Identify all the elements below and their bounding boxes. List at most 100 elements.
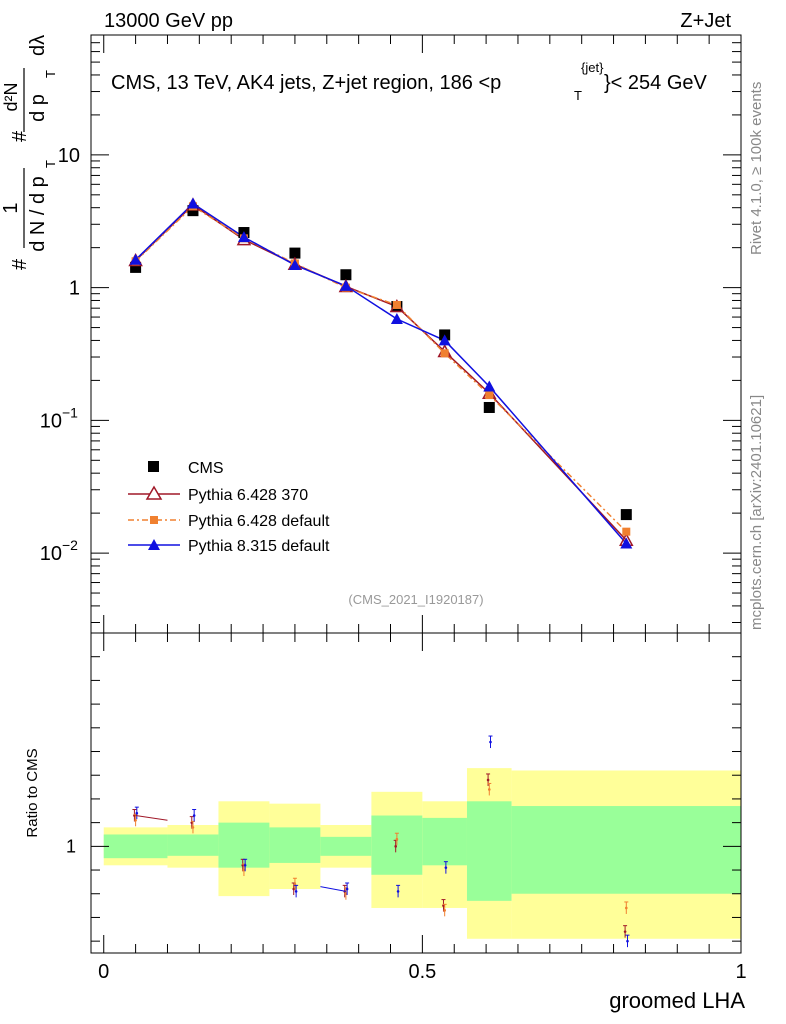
ratio-point <box>133 814 136 817</box>
ratio-connector <box>135 815 168 821</box>
rivet-label: Rivet 4.1.0, ≥ 100k events <box>748 82 765 255</box>
data-point-cms <box>130 261 142 273</box>
data-point-p8-default <box>620 537 633 549</box>
legend-label-p6-default: Pythia 6.428 default <box>188 513 330 530</box>
data-point-p8-default <box>288 259 301 271</box>
ratio-point <box>442 904 445 907</box>
ylabel-lambda: dλ <box>27 35 49 56</box>
data-point-p6-default <box>440 349 449 358</box>
legend-marker-cms <box>148 461 159 472</box>
data-point-p8-default <box>483 380 496 392</box>
mcplots-label: mcplots.cern.ch [arXiv:2401.10621] <box>748 395 765 630</box>
y-axis-label-main: # 1 d N / d p T # d²N d p T dλ <box>0 35 58 270</box>
title-sup: {jet} <box>581 60 604 75</box>
y-tick-label-exp: −2 <box>62 537 78 553</box>
ratio-point <box>241 863 245 867</box>
data-point-cms <box>340 269 352 281</box>
ratio-band-green <box>511 806 741 894</box>
title-tail: }< 254 GeV <box>604 72 708 94</box>
x-axis-label: groomed LHA <box>609 988 745 1013</box>
ratio-point <box>624 906 628 910</box>
ratio-band-green <box>269 827 321 863</box>
data-point-p6-default <box>622 527 631 536</box>
ratio-band-green <box>466 801 512 901</box>
ratio-point <box>345 887 349 891</box>
ratio-connector <box>320 886 346 892</box>
data-point-cms <box>483 401 495 413</box>
ylabel-frac1-num: 1 <box>0 202 22 213</box>
ylabel-sub-T1: T <box>43 160 58 168</box>
legend-marker-p6-default <box>150 516 158 524</box>
series-line-2 <box>135 205 627 533</box>
ratio-point <box>190 821 194 824</box>
data-point-cms <box>620 509 632 521</box>
y-tick-label-main: 10 <box>40 410 62 432</box>
ratio-point <box>191 826 195 829</box>
ratio-point <box>294 890 298 893</box>
legend-label-p6-370: Pythia 6.428 370 <box>188 487 308 504</box>
ratio-point <box>443 909 446 912</box>
ratio-band-green <box>320 836 372 856</box>
ratio-frame <box>90 632 742 954</box>
ratio-point <box>344 892 348 896</box>
ylabel-hash1: # <box>9 258 31 270</box>
y-tick-label-exp: −1 <box>62 404 78 420</box>
x-tick-labels: 0 0.5 1 <box>98 961 746 983</box>
title-sub: T <box>574 88 582 103</box>
ylabel-frac2-num: d²N <box>1 82 21 111</box>
ylabel-hash2: # <box>9 130 31 142</box>
ratio-point <box>292 887 296 891</box>
y-tick-label-ratio: 1 <box>66 836 76 856</box>
y-tick-label-main: 10 <box>58 145 80 167</box>
plot-title: CMS, 13 TeV, AK4 jets, Z+jet region, 186… <box>111 60 708 103</box>
x-tick-label: 0.5 <box>408 961 436 983</box>
x-tick-label: 0 <box>98 961 109 983</box>
legend-marker-p6-370 <box>145 485 163 500</box>
ylabel-frac2-den: d p <box>27 94 49 122</box>
legend-label-cms: CMS <box>188 460 224 477</box>
ratio-panel: 1 <box>66 632 742 954</box>
data-point-p8-default <box>237 231 250 243</box>
ratio-point <box>394 845 397 848</box>
legend: CMS Pythia 6.428 370 Pythia 6.428 defaul… <box>128 460 330 555</box>
ratio-point <box>135 811 139 815</box>
ylabel-ratio: Ratio to CMS <box>24 748 41 837</box>
legend-label-p8-default: Pythia 8.315 default <box>188 538 330 555</box>
legend-marker-p8-default <box>148 539 160 550</box>
analysis-id: (CMS_2021_I1920187) <box>348 592 483 607</box>
ratio-band-green <box>103 834 168 859</box>
main-series-markers <box>128 197 634 549</box>
ratio-point <box>626 939 629 943</box>
ratio-band-green <box>218 822 270 868</box>
ratio-point <box>243 863 247 867</box>
data-point-p8-default <box>438 334 451 346</box>
ylabel-sub-T2: T <box>43 70 58 78</box>
data-point-p8-default <box>186 197 199 209</box>
data-point-cms <box>187 205 199 217</box>
ratio-ticks: 1 <box>66 633 742 953</box>
data-point-p6-default <box>392 300 401 309</box>
ratio-point <box>134 818 137 822</box>
ratio-point <box>444 866 448 869</box>
ratio-point <box>487 788 491 791</box>
ratio-points <box>132 735 630 948</box>
data-point-p6-default <box>485 391 494 400</box>
data-point-p8-default <box>129 253 142 265</box>
y-tick-label-main: 1 <box>69 278 80 300</box>
ratio-point <box>489 740 492 744</box>
data-point-p8-default <box>390 313 403 325</box>
ratio-point <box>623 930 627 933</box>
ratio-point <box>486 778 490 782</box>
ratio-band-green <box>167 834 219 856</box>
ratio-point <box>242 868 246 872</box>
ratio-uncertainty-bands <box>103 768 741 939</box>
header-left: 13000 GeV pp <box>104 10 233 32</box>
ratio-point <box>192 814 196 817</box>
title-main: CMS, 13 TeV, AK4 jets, Z+jet region, 186… <box>111 72 501 94</box>
y-tick-label-main: 10 <box>40 543 62 565</box>
x-tick-label: 1 <box>735 961 746 983</box>
header-right: Z+Jet <box>680 10 731 32</box>
